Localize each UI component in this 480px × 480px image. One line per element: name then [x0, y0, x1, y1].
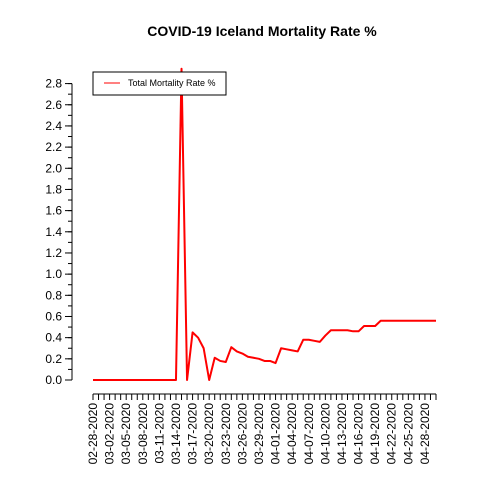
x-tick-label: 03-02-2020 [103, 403, 117, 465]
plot-area [93, 69, 436, 380]
y-tick-label: 2.8 [45, 77, 62, 91]
series-line-total-mortality-rate [93, 69, 436, 380]
y-tick-label: 0.0 [45, 373, 62, 387]
legend: Total Mortality Rate % [93, 72, 226, 95]
y-axis: 0.0 0.2 0.4 0.6 0.8 1.0 1.2 1.4 1.6 1.8 2.0 2.2 2.4 2… [45, 77, 72, 387]
y-tick-label: 1.0 [45, 267, 62, 281]
x-tick-label: 04-07-2020 [302, 403, 316, 465]
y-tick-label: 1.2 [45, 246, 62, 260]
x-tick-label: 04-16-2020 [352, 403, 366, 465]
x-tick-label: 04-22-2020 [385, 403, 399, 465]
x-tick-label: 04-25-2020 [401, 403, 415, 465]
y-tick-label: 2.2 [45, 140, 62, 154]
y-tick-label: 2.6 [45, 98, 62, 112]
y-tick-label: 2.0 [45, 161, 62, 175]
x-tick-label: 03-20-2020 [202, 403, 216, 465]
x-tick-label: 04-10-2020 [318, 403, 332, 465]
x-tick-label: 03-17-2020 [186, 403, 200, 465]
x-tick-label: 03-23-2020 [219, 403, 233, 465]
x-tick-label: 03-29-2020 [252, 403, 266, 465]
y-tick-label: 1.4 [45, 225, 62, 239]
x-tick-label: 04-13-2020 [335, 403, 349, 465]
x-tick-label: 03-14-2020 [169, 403, 183, 465]
x-tick-label: 04-19-2020 [368, 403, 382, 465]
legend-entry-label: Total Mortality Rate % [128, 78, 216, 88]
y-tick-label: 0.8 [45, 288, 62, 302]
x-tick-label: 04-01-2020 [269, 403, 283, 465]
chart-title: COVID-19 Iceland Mortality Rate % [147, 23, 377, 39]
y-tick-label: 0.2 [45, 352, 62, 366]
y-tick-label: 1.6 [45, 204, 62, 218]
x-tick-label: 03-08-2020 [136, 403, 150, 465]
y-tick-label: 1.8 [45, 182, 62, 196]
x-tick-label: 02-28-2020 [86, 403, 100, 465]
x-tick-label: 04-04-2020 [285, 403, 299, 465]
y-tick-label: 0.4 [45, 331, 62, 345]
x-tick-label: 04-28-2020 [418, 403, 432, 465]
y-tick-label: 2.4 [45, 119, 62, 133]
x-axis: 02-28-2020 03-02-2020 03-05-2020 03-08-2020… [86, 394, 436, 464]
x-tick-label: 03-05-2020 [119, 403, 133, 465]
x-tick-label: 03-11-2020 [152, 403, 166, 464]
x-tick-label: 03-26-2020 [235, 403, 249, 465]
y-tick-label: 0.6 [45, 309, 62, 323]
